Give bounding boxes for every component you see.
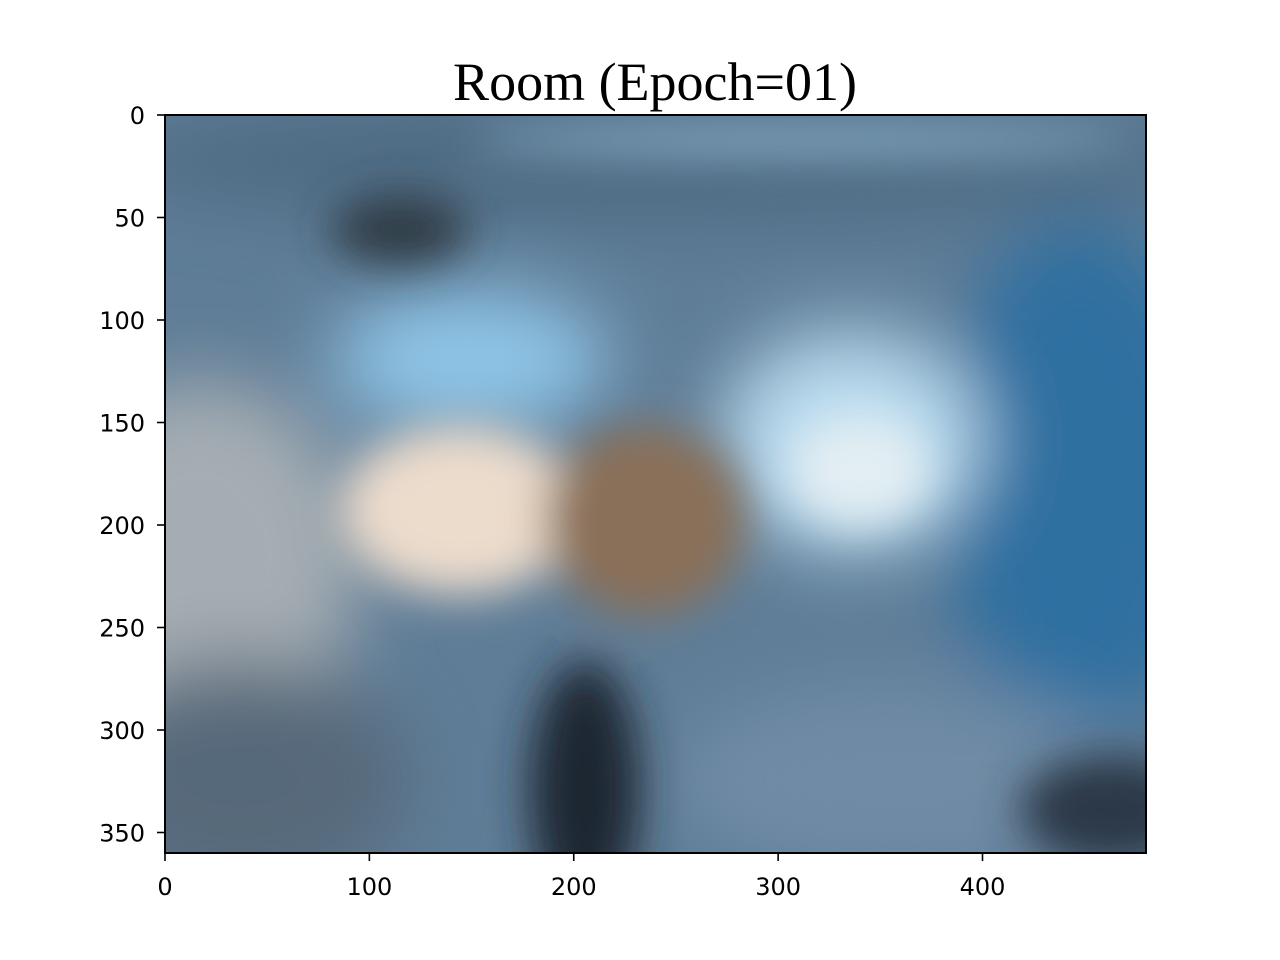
heatmap-blob-dark-bottom-right [1020, 755, 1146, 853]
y-tick-label: 150 [99, 410, 145, 438]
heatmap-blob-bright-right [790, 415, 930, 525]
heatmap-blob-warm-light [340, 425, 580, 595]
heatmap-blob-top-band [165, 115, 1146, 220]
y-tick-label: 100 [99, 307, 145, 335]
heatmap-blob-top-streak [470, 126, 1130, 154]
heatmap-blob-brown [545, 425, 745, 615]
heatmap-blob-right-blue [940, 220, 1146, 740]
x-axis: 0 100 200 300 400 [157, 853, 1005, 901]
heatmap-blob-upper-blue [330, 290, 610, 430]
y-tick-label: 250 [99, 615, 145, 643]
chart-title: Room (Epoch=01) [453, 52, 857, 112]
heatmap-blob-left-bottom [165, 660, 410, 853]
y-tick-label: 0 [130, 102, 145, 130]
x-tick-label: 400 [960, 873, 1006, 901]
heatmap-blob-left-gray [165, 380, 360, 740]
y-tick-label: 50 [114, 205, 145, 233]
y-tick-label: 200 [99, 512, 145, 540]
y-tick-label: 300 [99, 717, 145, 745]
x-tick-label: 300 [755, 873, 801, 901]
heatmap-image [165, 115, 1146, 853]
x-tick-label: 200 [551, 873, 597, 901]
heatmap-blob-lower-right [670, 680, 1130, 853]
x-tick-label: 0 [157, 873, 172, 901]
y-tick-label: 350 [99, 820, 145, 848]
heatmap-blob-dark-upper [330, 195, 470, 265]
x-tick-label: 100 [346, 873, 392, 901]
heatmap-blob-dark-bottom [530, 660, 640, 853]
plot-frame [164, 114, 1147, 854]
y-axis: 0 50 100 150 200 250 300 350 [99, 102, 165, 848]
